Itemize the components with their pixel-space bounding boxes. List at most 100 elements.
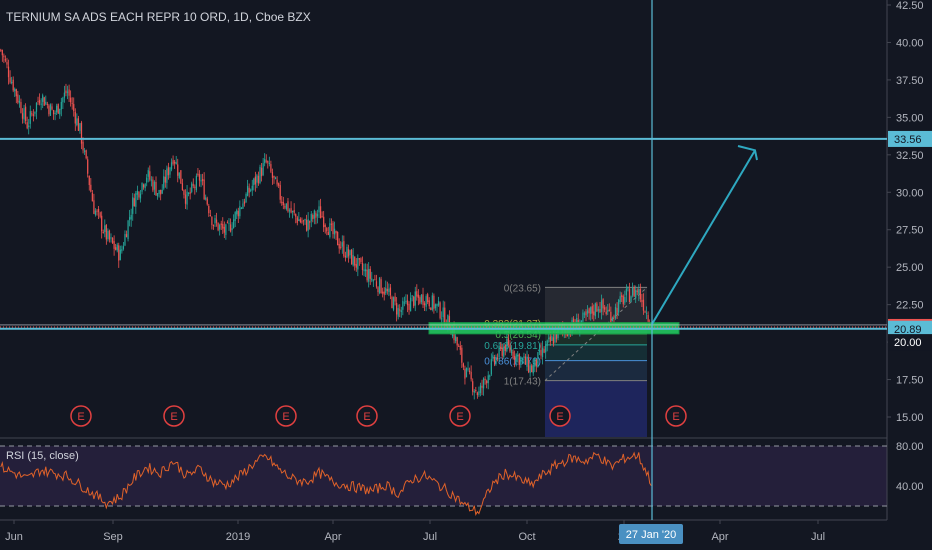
fibonacci-retracement[interactable]: 0(23.65)0.382(21.27)0.5(20.54)0.618(19.8… [484, 283, 648, 437]
candle-body [174, 161, 176, 164]
candle-body [521, 358, 523, 360]
candle-body [492, 355, 494, 359]
candle-body [464, 368, 466, 379]
candle-body [347, 249, 350, 257]
candle-body [458, 345, 460, 347]
candle-body [233, 219, 235, 229]
time-tick-label: Sep [103, 531, 123, 543]
candle-body [290, 208, 292, 213]
candle-body [262, 163, 264, 176]
candle-body [478, 391, 480, 396]
earnings-marker-circle [449, 405, 471, 427]
candle-body [160, 189, 162, 195]
candle-body [256, 175, 258, 183]
main-pane-bg [0, 0, 887, 437]
projection-arrow-head [737, 145, 758, 161]
candle-body [529, 365, 531, 374]
candle-body [635, 290, 637, 299]
candle-body [423, 303, 426, 306]
candle-body [246, 186, 249, 196]
candle-body [641, 300, 643, 302]
candlestick-series [0, 48, 652, 400]
candle-body [627, 287, 629, 289]
candle-body [608, 309, 610, 312]
candle-body [203, 179, 205, 200]
candle-body [582, 312, 584, 322]
candle-body [430, 307, 432, 310]
candle-body [119, 249, 121, 261]
candle-body [551, 335, 553, 341]
time-tick-label: Oct [518, 531, 535, 543]
candle-body [150, 179, 152, 181]
time-tick-label: 2019 [226, 531, 250, 543]
candle-body [628, 289, 631, 303]
candle-body [274, 177, 277, 180]
candle-body [307, 219, 309, 231]
price-badge [888, 334, 932, 351]
fib-zone [545, 360, 647, 381]
candle-body [312, 215, 314, 220]
candle-body [273, 175, 275, 178]
candle-body [135, 193, 137, 207]
candle-body [73, 104, 75, 112]
candle-body [389, 287, 392, 296]
price-badge [888, 320, 932, 337]
candle-body [639, 289, 641, 300]
candle-body [45, 101, 47, 105]
candle-body [304, 218, 306, 221]
candle-body [566, 333, 569, 337]
candle-body [183, 190, 185, 195]
candle-body [490, 359, 492, 375]
candle-body [116, 244, 118, 251]
candle-body [374, 279, 376, 281]
candle-body [338, 243, 340, 249]
candle-body [153, 181, 156, 190]
candle-body [105, 224, 107, 240]
candle-body [414, 291, 416, 306]
candle-body [636, 290, 638, 292]
candle-body [284, 206, 286, 208]
candle-body [66, 91, 69, 93]
candle-body [31, 113, 33, 115]
candle-body [62, 97, 64, 103]
candle-body [225, 224, 227, 235]
horizontal-levels[interactable] [0, 137, 887, 335]
crosshair-date-label: 27 Jan '20 [626, 529, 676, 541]
candle-body [403, 302, 406, 304]
candle-body [503, 346, 505, 357]
candle-body [169, 167, 171, 175]
earnings-marker-label: E [282, 411, 289, 423]
candle-body [319, 206, 322, 219]
candle-body [506, 338, 508, 352]
candle-body [271, 172, 274, 178]
price-tick-label: 30.00 [896, 187, 924, 199]
candle-body [178, 172, 180, 178]
candle-body [40, 103, 42, 105]
candle-body [355, 264, 357, 268]
candle-body [549, 336, 551, 342]
candle-body [68, 89, 70, 96]
price-tick-label: 32.50 [896, 150, 924, 162]
price-tick-label: 27.50 [896, 225, 924, 237]
candle-body [12, 79, 14, 91]
candle-body [441, 318, 443, 320]
candle-body [129, 217, 131, 220]
candle-body [15, 89, 17, 97]
candle-body [177, 164, 179, 176]
candle-body [462, 363, 465, 367]
candle-body [437, 301, 440, 306]
candle-body [11, 81, 13, 83]
candle-body [324, 225, 326, 227]
candle-body [205, 197, 207, 200]
candle-body [647, 314, 649, 322]
candle-body [498, 345, 500, 357]
candle-body [515, 354, 517, 362]
candle-body [537, 352, 539, 368]
candle-body [420, 294, 423, 303]
candle-body [136, 190, 139, 195]
projection-arrow[interactable] [651, 145, 758, 325]
candle-body [242, 203, 244, 209]
candle-body [327, 232, 329, 235]
